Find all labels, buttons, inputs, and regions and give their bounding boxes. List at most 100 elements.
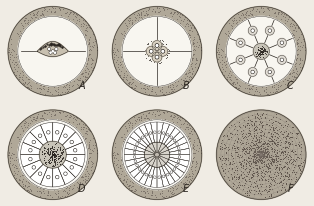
Point	[65, 87, 70, 90]
Point	[171, 186, 176, 190]
Point	[278, 180, 283, 183]
Point	[131, 116, 136, 119]
Point	[228, 69, 233, 73]
Point	[289, 136, 294, 139]
Point	[120, 75, 125, 78]
Point	[13, 60, 18, 63]
Point	[53, 149, 58, 153]
Point	[296, 44, 301, 47]
Point	[283, 160, 288, 163]
Point	[259, 174, 264, 177]
Point	[279, 83, 284, 86]
Point	[161, 54, 166, 58]
Point	[154, 44, 160, 47]
Point	[296, 52, 301, 55]
Point	[55, 156, 60, 160]
Point	[259, 161, 264, 164]
Point	[263, 164, 268, 167]
Point	[280, 150, 285, 154]
Point	[67, 113, 72, 117]
Point	[51, 153, 56, 157]
Point	[141, 86, 146, 89]
Point	[151, 42, 156, 45]
Point	[259, 125, 264, 128]
Point	[225, 134, 230, 137]
Point	[283, 77, 288, 81]
Point	[271, 175, 276, 178]
Wedge shape	[152, 142, 157, 153]
Point	[87, 145, 92, 148]
Wedge shape	[159, 146, 169, 154]
Point	[14, 63, 19, 67]
Point	[242, 151, 247, 154]
Point	[256, 186, 261, 190]
Point	[76, 182, 81, 185]
Point	[51, 151, 57, 155]
Point	[262, 89, 267, 92]
Point	[57, 110, 62, 114]
Point	[78, 119, 83, 122]
Point	[239, 155, 244, 158]
Point	[251, 174, 256, 177]
Point	[282, 156, 287, 159]
Point	[81, 72, 86, 75]
Point	[250, 138, 255, 141]
Point	[84, 33, 89, 36]
Point	[225, 75, 230, 78]
Point	[246, 155, 251, 158]
Point	[11, 66, 16, 69]
Point	[134, 117, 139, 121]
Point	[65, 193, 70, 196]
Point	[245, 148, 250, 151]
Point	[171, 83, 176, 86]
Circle shape	[32, 166, 35, 169]
Point	[273, 153, 278, 156]
Point	[60, 158, 65, 161]
Point	[180, 78, 185, 81]
Point	[26, 20, 31, 23]
Point	[153, 54, 158, 57]
Point	[187, 123, 192, 126]
Circle shape	[278, 55, 286, 64]
Point	[226, 157, 231, 160]
Point	[259, 184, 264, 187]
Point	[260, 124, 265, 127]
Point	[190, 56, 195, 59]
Point	[157, 110, 162, 113]
Point	[18, 34, 23, 37]
Point	[52, 157, 57, 160]
Point	[49, 144, 54, 148]
Point	[138, 13, 143, 16]
Point	[266, 124, 271, 127]
Point	[58, 146, 63, 150]
Point	[260, 85, 265, 88]
Point	[46, 193, 51, 196]
Point	[222, 144, 227, 147]
Point	[35, 13, 40, 16]
Point	[28, 15, 33, 19]
Circle shape	[268, 71, 271, 73]
Point	[133, 84, 138, 88]
Circle shape	[171, 137, 172, 138]
Point	[254, 158, 259, 162]
Point	[284, 83, 289, 87]
Point	[285, 177, 290, 180]
Point	[231, 16, 236, 19]
Point	[47, 162, 52, 165]
Point	[255, 146, 260, 149]
Point	[273, 135, 278, 138]
Point	[190, 162, 195, 165]
Point	[91, 169, 96, 172]
Point	[261, 49, 266, 52]
Point	[286, 174, 291, 177]
Point	[291, 77, 296, 80]
Point	[190, 176, 195, 179]
Point	[290, 72, 295, 75]
Point	[239, 154, 244, 157]
Point	[152, 53, 157, 56]
Point	[110, 154, 115, 157]
Point	[134, 14, 139, 17]
Point	[119, 163, 124, 166]
Point	[126, 82, 131, 86]
Point	[229, 167, 234, 171]
